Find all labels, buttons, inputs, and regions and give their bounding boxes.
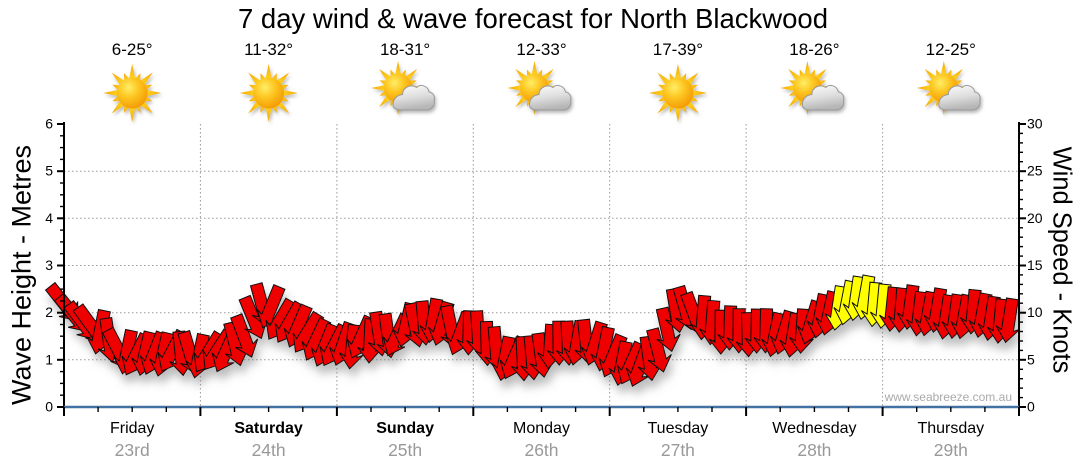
svg-text:12-25°: 12-25° (926, 40, 976, 59)
svg-text:11-32°: 11-32° (244, 40, 293, 59)
svg-text:27th: 27th (661, 440, 695, 460)
svg-text:25th: 25th (388, 440, 422, 460)
svg-text:Friday: Friday (110, 420, 154, 437)
svg-text:10: 10 (1027, 304, 1043, 320)
svg-text:Wednesday: Wednesday (772, 420, 856, 437)
svg-text:18-31°: 18-31° (380, 40, 430, 59)
svg-text:28th: 28th (797, 440, 831, 460)
svg-text:15: 15 (1027, 257, 1043, 273)
svg-text:5: 5 (45, 163, 53, 179)
svg-text:5: 5 (1027, 351, 1035, 367)
svg-text:12-33°: 12-33° (516, 40, 566, 59)
svg-text:29th: 29th (934, 440, 968, 460)
svg-text:2: 2 (45, 304, 53, 320)
svg-text:17-39°: 17-39° (653, 40, 703, 59)
svg-text:4: 4 (45, 210, 53, 226)
svg-text:www.seabreeze.com.au: www.seabreeze.com.au (884, 390, 1012, 404)
svg-text:Wind Speed - Knots: Wind Speed - Knots (1048, 147, 1076, 374)
svg-text:7 day wind & wave forecast for: 7 day wind & wave forecast for North Bla… (238, 3, 828, 34)
svg-text:18-26°: 18-26° (789, 40, 839, 59)
svg-text:1: 1 (45, 351, 53, 367)
svg-text:0: 0 (1027, 399, 1035, 415)
svg-text:Saturday: Saturday (234, 420, 303, 437)
svg-text:30: 30 (1027, 116, 1043, 132)
svg-text:Monday: Monday (513, 420, 570, 437)
svg-text:0: 0 (45, 399, 53, 415)
svg-text:Sunday: Sunday (376, 420, 434, 437)
svg-text:20: 20 (1027, 210, 1043, 226)
svg-text:Wave Height - Metres: Wave Height - Metres (7, 145, 37, 405)
svg-text:24th: 24th (252, 440, 286, 460)
svg-text:26th: 26th (524, 440, 558, 460)
svg-text:Thursday: Thursday (917, 420, 984, 437)
svg-text:6-25°: 6-25° (112, 40, 153, 59)
svg-text:Tuesday: Tuesday (648, 420, 709, 437)
svg-text:6: 6 (45, 116, 53, 132)
svg-text:3: 3 (45, 257, 53, 273)
svg-text:23rd: 23rd (115, 440, 150, 460)
svg-text:25: 25 (1027, 163, 1043, 179)
